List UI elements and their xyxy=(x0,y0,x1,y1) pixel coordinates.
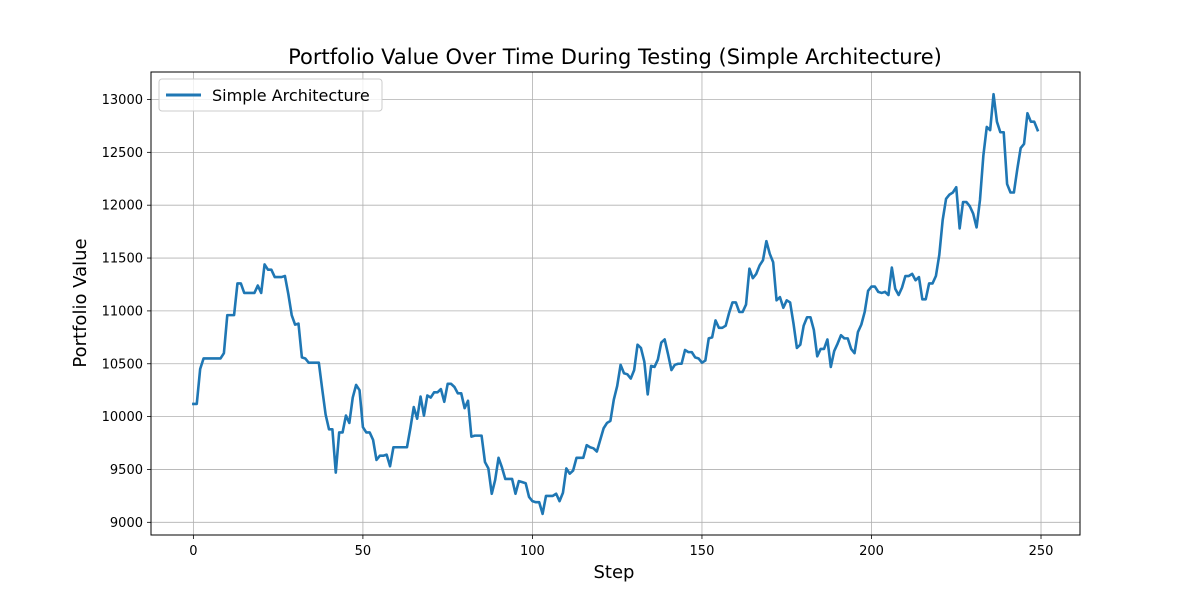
x-axis-ticks: 0 50 100 150 200 250 xyxy=(189,535,1053,559)
y-axis-label: Portfolio Value xyxy=(70,238,91,367)
y-tick-label: 10000 xyxy=(102,410,143,425)
legend-box xyxy=(158,78,383,112)
series-line-0 xyxy=(192,92,1040,516)
y-tick-label: 12500 xyxy=(102,146,143,161)
x-tick-label: 50 xyxy=(355,544,372,559)
legend: Simple Architecture xyxy=(158,78,383,112)
x-tick-label: 250 xyxy=(1029,544,1054,559)
chart-title: Portfolio Value Over Time During Testing… xyxy=(288,45,942,69)
y-tick-label: 9000 xyxy=(110,516,143,531)
y-tick-label: 12000 xyxy=(102,199,143,214)
y-tick-label: 11000 xyxy=(102,304,143,319)
y-tick-label: 13000 xyxy=(102,93,143,108)
x-tick-label: 100 xyxy=(520,544,545,559)
y-tick-label: 9500 xyxy=(110,463,143,478)
plot-area xyxy=(192,92,1040,516)
x-axis-label: Step xyxy=(594,562,635,583)
y-tick-label: 11500 xyxy=(102,252,143,267)
y-axis-ticks: 9000 9500 10000 10500 11000 11500 12000 12500 13… xyxy=(102,93,151,531)
legend-label: Simple Architecture xyxy=(212,86,370,105)
plot-frame xyxy=(150,71,1081,536)
x-tick-label: 200 xyxy=(859,544,884,559)
grid xyxy=(151,72,1080,535)
x-tick-label: 0 xyxy=(189,544,197,559)
y-tick-label: 10500 xyxy=(102,357,143,372)
x-tick-label: 150 xyxy=(690,544,715,559)
